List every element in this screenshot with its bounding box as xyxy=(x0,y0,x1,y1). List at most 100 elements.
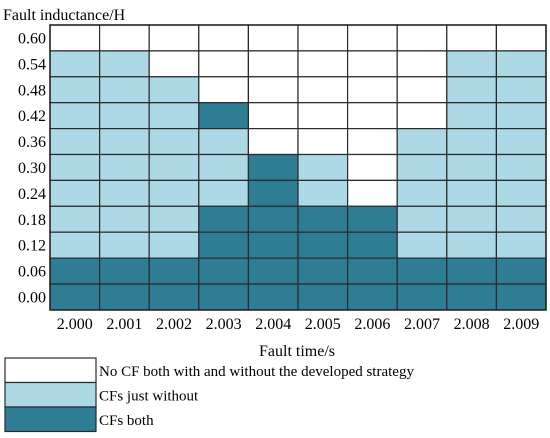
heatmap-cell xyxy=(495,102,547,130)
heatmap-cell xyxy=(198,102,250,130)
y-tick-label: 0.06 xyxy=(18,264,46,281)
heatmap-cell xyxy=(446,102,497,130)
y-tick-label: 0.54 xyxy=(18,56,46,73)
heatmap-cell xyxy=(297,24,349,52)
heatmap-cell xyxy=(446,24,497,52)
heatmap-cell xyxy=(198,24,250,52)
heatmap-cell xyxy=(396,257,448,285)
heatmap-cell xyxy=(148,76,200,104)
y-tick-label: 0.00 xyxy=(18,289,46,306)
heatmap-cell xyxy=(198,179,250,207)
y-tick-label: 0.18 xyxy=(18,212,46,229)
heatmap-cell xyxy=(495,283,547,311)
legend-label: No CF both with and without the develope… xyxy=(99,364,414,380)
heatmap-cell xyxy=(49,205,101,233)
heatmap-cell xyxy=(148,205,200,233)
heatmap-cell xyxy=(297,128,349,156)
legend-label: CFs just without xyxy=(99,388,199,404)
heatmap-cell xyxy=(446,128,497,156)
heatmap-cell xyxy=(49,179,101,207)
heatmap-cell xyxy=(396,76,448,104)
heatmap-cell xyxy=(347,76,398,104)
heatmap-cell xyxy=(446,50,497,78)
heatmap-cell xyxy=(198,50,250,78)
heatmap-cell xyxy=(347,153,398,181)
heatmap-cell xyxy=(495,153,547,181)
heatmap-cell xyxy=(148,283,200,311)
heatmap-cell xyxy=(347,24,398,52)
heatmap-cell xyxy=(49,153,101,181)
legend-swatch xyxy=(4,357,97,384)
heatmap-cell xyxy=(396,102,448,130)
heatmap-cell xyxy=(247,128,299,156)
heatmap-cell xyxy=(148,50,200,78)
heatmap-cell xyxy=(98,102,150,130)
x-tick-label: 2.007 xyxy=(404,316,440,333)
heatmap-cell xyxy=(247,76,299,104)
heatmap-cell xyxy=(396,24,448,52)
heatmap-cell xyxy=(297,153,349,181)
heatmap-cell xyxy=(148,257,200,285)
plot-border xyxy=(49,24,547,311)
heatmap-cell xyxy=(297,205,349,233)
heatmap-cell xyxy=(396,205,448,233)
heatmap-cell xyxy=(98,153,150,181)
heatmap-cell xyxy=(148,128,200,156)
heatmap-cell xyxy=(396,179,448,207)
heatmap-cell xyxy=(247,205,299,233)
heatmap-cells xyxy=(49,24,547,311)
heatmap-cell xyxy=(198,205,250,233)
heatmap-cell xyxy=(49,283,101,311)
heatmap-cell xyxy=(396,231,448,259)
heatmap-cell xyxy=(198,128,250,156)
heatmap-cell xyxy=(247,257,299,285)
heatmap-cell xyxy=(49,24,101,52)
heatmap-cell xyxy=(297,102,349,130)
y-tick-label: 0.12 xyxy=(18,238,46,255)
heatmap-cell xyxy=(495,179,547,207)
y-tick-label: 0.24 xyxy=(18,186,46,203)
y-tick-label: 0.42 xyxy=(18,108,46,125)
heatmap-cell xyxy=(347,257,398,285)
heatmap-cell xyxy=(247,283,299,311)
heatmap-cell xyxy=(297,76,349,104)
heatmap-cell xyxy=(297,50,349,78)
heatmap-cell xyxy=(198,153,250,181)
heatmap-cell xyxy=(347,231,398,259)
heatmap-cell xyxy=(347,128,398,156)
heatmap-cell xyxy=(446,257,497,285)
heatmap-cell xyxy=(347,205,398,233)
heatmap-cell xyxy=(198,76,250,104)
x-tick-label: 2.000 xyxy=(57,316,93,333)
heatmap-cell xyxy=(49,76,101,104)
heatmap-cell xyxy=(396,50,448,78)
y-axis-label: Fault inductance/H xyxy=(3,7,126,24)
legend-label: CFs both xyxy=(99,413,154,429)
heatmap-cell xyxy=(49,128,101,156)
heatmap-cell xyxy=(495,231,547,259)
heatmap-cell xyxy=(495,205,547,233)
heatmap-cell xyxy=(98,205,150,233)
heatmap-cell xyxy=(247,231,299,259)
heatmap-cell xyxy=(446,283,497,311)
legend-swatch xyxy=(4,406,97,433)
y-tick-label: 0.48 xyxy=(18,82,46,99)
heatmap-cell xyxy=(347,179,398,207)
heatmap-cell xyxy=(98,50,150,78)
x-tick-label: 2.005 xyxy=(305,316,341,333)
heatmap-cell xyxy=(446,205,497,233)
heatmap-cell xyxy=(148,102,200,130)
heatmap-cell xyxy=(297,283,349,311)
heatmap-cell xyxy=(446,153,497,181)
heatmap-cell xyxy=(148,24,200,52)
heatmap-cell xyxy=(495,128,547,156)
x-tick-label: 2.003 xyxy=(206,316,242,333)
heatmap-cell xyxy=(148,179,200,207)
heatmap-cell xyxy=(495,24,547,52)
heatmap-cell xyxy=(446,231,497,259)
heatmap-cell xyxy=(198,283,250,311)
heatmap-cell xyxy=(247,153,299,181)
heatmap-cell xyxy=(98,257,150,285)
heatmap-cell xyxy=(247,102,299,130)
